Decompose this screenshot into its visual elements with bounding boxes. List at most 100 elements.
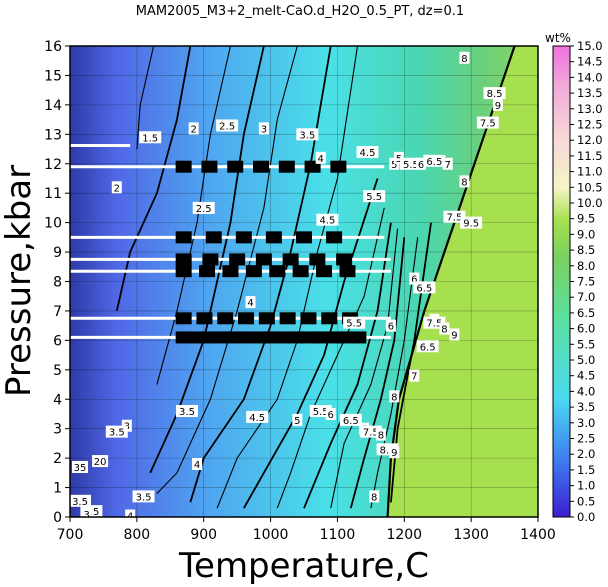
contour-line [156,46,298,494]
artifact-label-box [300,312,317,325]
artifact-label-box [312,331,329,344]
contour-label-box [192,201,215,214]
contour-label-box [81,508,92,517]
colorbar-tick-label: 1.5 [577,463,595,477]
y-tick-label: 12 [44,157,62,173]
colorbar-tick-label: 0.5 [577,494,595,508]
colorbar-ticks: 0.0 0.51.0 1.5 2.02.5 3.0 3.5 4.04.5 5.0 5.56.0 6… [570,39,603,524]
contour-label: 9 [451,330,457,341]
y-tick-label: 14 [44,98,62,114]
contour-label-box [315,151,326,164]
artifact-label-box [217,312,234,325]
artifact-label: 5.5 [197,314,213,325]
contour-label-box [385,319,396,332]
contour-label-box [413,281,436,294]
y-tick-label: 4 [53,392,62,408]
colorbar-tick-label: 12.0 [577,133,603,147]
colorbar-tick-label: 8.0 [577,259,595,273]
contour-label-box [476,116,499,129]
contour-label: 7.5 [426,319,442,330]
contour-label-box [111,181,122,194]
artifact-label-box [269,265,286,278]
y-tick-label: 16 [44,39,62,55]
artifact-label: 5.5 [176,333,192,344]
contour-label: 5 [396,154,402,165]
artifact-label: 5.5 [229,255,245,266]
y-tick-label: 10 [44,216,62,232]
contour-label: 35 [74,463,87,474]
artifact-label-box [350,331,367,344]
artifact-label: 6 [193,333,199,344]
contour-line [349,237,406,509]
artifact-label-box [309,253,326,266]
contour-label-box [70,494,92,507]
contour-line [136,46,155,150]
contour-label-box [132,490,155,503]
contour-label: 5 [294,416,300,427]
contour-label: 6.5 [420,342,436,353]
artifact-label: 5.5 [326,233,342,244]
contour-label: 6 [411,275,417,286]
colorbar-tick-label: 10.0 [577,196,603,210]
artifact-label-box [201,160,218,173]
contour-label-box [449,328,460,341]
contour-label: 8 [371,492,377,503]
contour-label-box [393,151,404,164]
contour-label: 6.5 [426,157,442,168]
colorbar-tick-label: 9.5 [577,212,595,226]
artifact-label: 5.5 [201,333,217,344]
colorbar-tick-label: 13.0 [577,102,603,116]
artifact-label: 5.5 [259,314,275,325]
x-tick-label: 1000 [253,527,289,543]
artifact-label: 6 [305,333,311,344]
y-tick-label: 0 [53,510,62,526]
contour-label-box [105,425,128,438]
artifact-label-box [188,331,205,344]
artifact-label-box [339,265,356,278]
colorbar-title: wt% [545,31,571,45]
artifact-label-box [265,231,282,244]
contour-label-box [423,154,446,167]
artifact-label-box [321,312,338,325]
artifact-label: 5.5 [301,314,317,325]
colorbar-tick-label: 14.5 [577,55,603,69]
artifact-label-box [287,331,304,344]
contour-label-box [443,210,466,223]
contour-label: 7 [411,372,417,383]
artifact-label-box [278,160,295,173]
contour-label: 9 [391,448,397,459]
artifact-label-box [202,253,219,266]
artifact-label: 4.5 [269,267,285,278]
contour-label: 5.5 [313,407,329,418]
contour-label: 3.5 [136,492,152,503]
artifact-label: 6 [180,314,186,325]
artifact-label-box [222,265,239,278]
artifact-label-box [300,331,317,344]
contour-line [330,228,399,509]
artifact-label-box [337,331,354,344]
artifact-label-box [238,312,255,325]
contour-label: 4 [318,154,324,165]
artifact-label: 4 [232,163,238,174]
contour-line [156,46,231,385]
artifact-label-box [196,312,213,325]
x-tick-label: 900 [190,527,217,543]
contour-label: 20 [94,457,107,468]
contour-label: 5.5 [403,160,419,171]
y-tick-label: 8 [53,275,62,291]
artifact-label: 4 [222,314,228,325]
colorbar-tick-label: 12.5 [577,118,603,132]
x-tick-label: 800 [123,527,150,543]
contour-label: 7 [445,160,451,171]
contour-label-box [72,460,89,473]
artifact-label-box [238,331,255,344]
artifact-label: 5 [180,163,186,174]
artifact-label-box [225,331,242,344]
contour-label-box [442,157,453,170]
artifact-label-box [175,312,192,325]
contour-label-box [459,51,470,64]
contour-label-box [483,87,506,100]
contour-label-box [389,446,400,459]
contour-label-box [356,145,379,158]
